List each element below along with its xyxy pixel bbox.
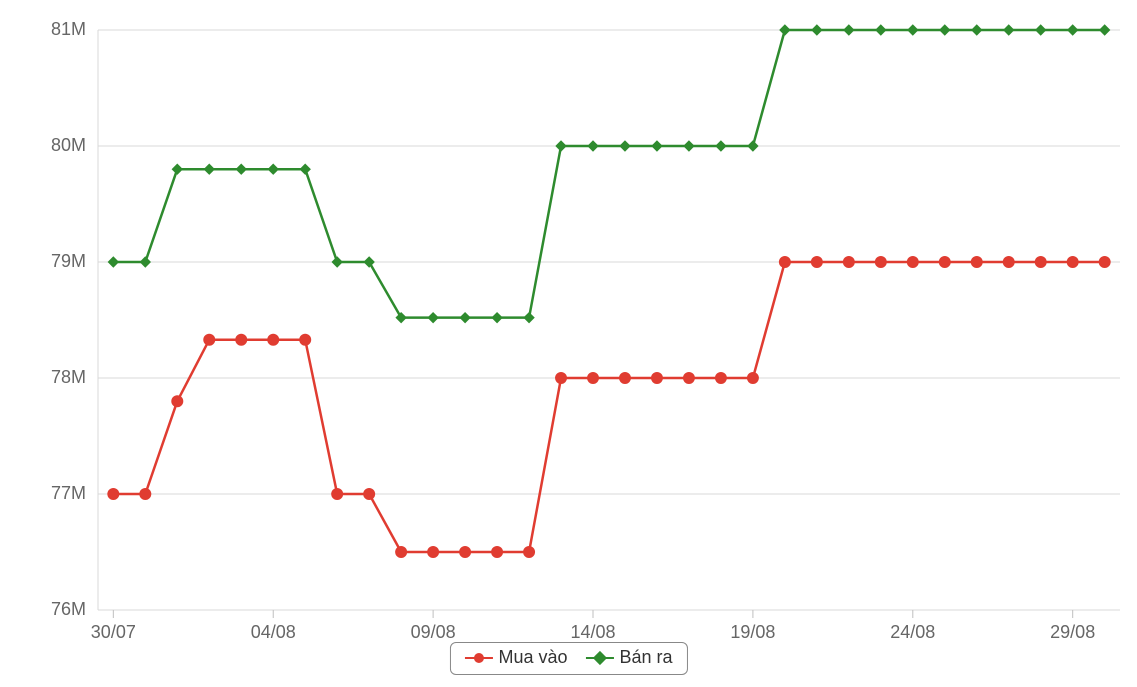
x-axis-label: 09/08: [411, 622, 456, 642]
series-point-mua_vao[interactable]: [971, 257, 982, 268]
x-axis-label: 19/08: [730, 622, 775, 642]
legend-item-ban_ra[interactable]: Bán ra: [586, 647, 673, 668]
y-axis-label: 79M: [51, 251, 86, 271]
series-point-mua_vao[interactable]: [172, 396, 183, 407]
series-point-mua_vao[interactable]: [492, 547, 503, 558]
circle-icon: [473, 653, 483, 663]
series-point-mua_vao[interactable]: [556, 373, 567, 384]
diamond-icon: [592, 650, 606, 664]
series-point-mua_vao[interactable]: [460, 547, 471, 558]
legend-swatch-ban_ra: [586, 651, 614, 665]
series-point-mua_vao[interactable]: [268, 334, 279, 345]
x-axis-label: 14/08: [570, 622, 615, 642]
x-axis-label: 24/08: [890, 622, 935, 642]
series-point-mua_vao[interactable]: [747, 373, 758, 384]
y-axis-label: 77M: [51, 483, 86, 503]
series-point-mua_vao[interactable]: [204, 334, 215, 345]
series-point-mua_vao[interactable]: [779, 257, 790, 268]
x-axis-label: 30/07: [91, 622, 136, 642]
series-point-mua_vao[interactable]: [843, 257, 854, 268]
series-point-mua_vao[interactable]: [396, 547, 407, 558]
y-axis-label: 80M: [51, 135, 86, 155]
series-point-mua_vao[interactable]: [683, 373, 694, 384]
series-point-mua_vao[interactable]: [875, 257, 886, 268]
series-point-mua_vao[interactable]: [1099, 257, 1110, 268]
series-point-mua_vao[interactable]: [651, 373, 662, 384]
chart-canvas: 76M 77M 78M 79M 80M 81M 30/07 04/08 09/08 14/08 19…: [0, 0, 1137, 687]
series-point-mua_vao[interactable]: [939, 257, 950, 268]
legend-swatch-mua_vao: [464, 651, 492, 665]
series-point-mua_vao[interactable]: [428, 547, 439, 558]
series-point-mua_vao[interactable]: [108, 489, 119, 500]
x-axis-label: 29/08: [1050, 622, 1095, 642]
series-point-mua_vao[interactable]: [332, 489, 343, 500]
series-point-mua_vao[interactable]: [1067, 257, 1078, 268]
y-axis-label: 76M: [51, 599, 86, 619]
series-point-mua_vao[interactable]: [524, 547, 535, 558]
series-point-mua_vao[interactable]: [1003, 257, 1014, 268]
legend-item-mua_vao[interactable]: Mua vào: [464, 647, 567, 668]
series-point-mua_vao[interactable]: [1035, 257, 1046, 268]
series-point-mua_vao[interactable]: [140, 489, 151, 500]
series-point-mua_vao[interactable]: [588, 373, 599, 384]
series-point-mua_vao[interactable]: [811, 257, 822, 268]
price-chart: 76M 77M 78M 79M 80M 81M 30/07 04/08 09/08 14/08 19…: [0, 0, 1137, 687]
series-point-mua_vao[interactable]: [715, 373, 726, 384]
y-axis-label: 78M: [51, 367, 86, 387]
series-point-mua_vao[interactable]: [236, 334, 247, 345]
series-point-mua_vao[interactable]: [364, 489, 375, 500]
legend-label: Mua vào: [498, 647, 567, 668]
legend: Mua vào Bán ra: [449, 642, 687, 675]
series-point-mua_vao[interactable]: [300, 334, 311, 345]
series-point-mua_vao[interactable]: [619, 373, 630, 384]
y-axis-label: 81M: [51, 19, 86, 39]
series-point-mua_vao[interactable]: [907, 257, 918, 268]
x-axis-label: 04/08: [251, 622, 296, 642]
legend-label: Bán ra: [620, 647, 673, 668]
